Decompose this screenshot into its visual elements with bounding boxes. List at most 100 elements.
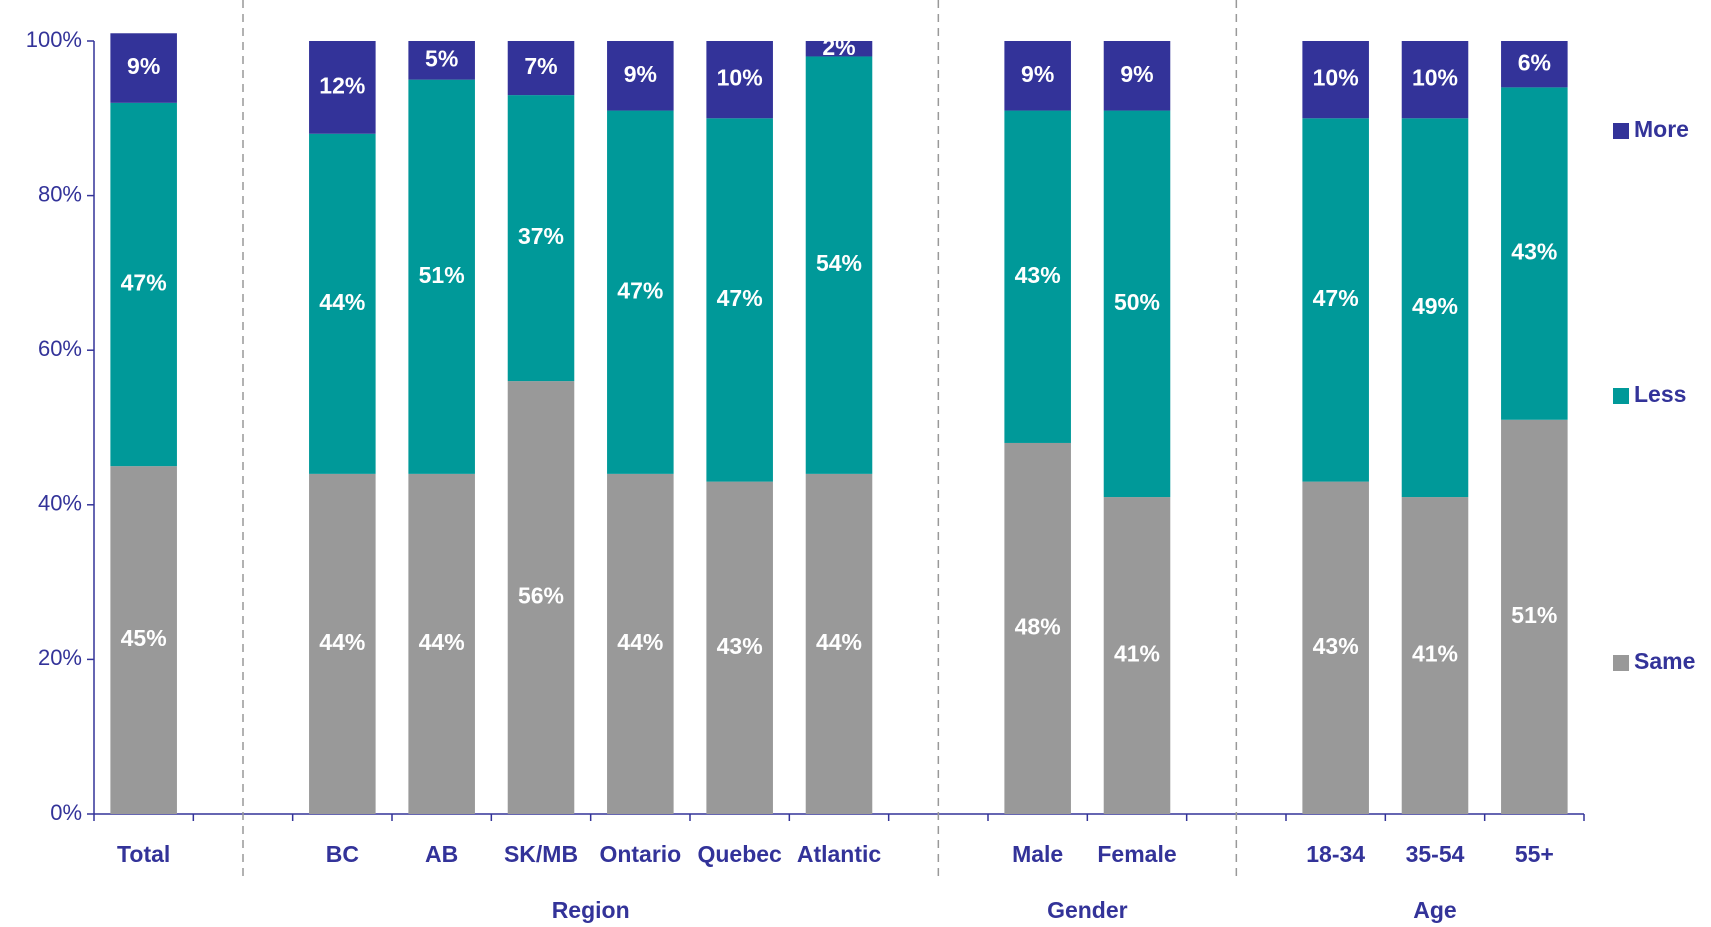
x-tick-label: Ontario bbox=[599, 841, 681, 867]
bar-segment bbox=[1302, 41, 1369, 119]
value-label: 10% bbox=[1313, 65, 1359, 91]
value-label: 9% bbox=[624, 61, 657, 87]
value-label: 47% bbox=[121, 270, 167, 296]
bar-segment bbox=[607, 41, 674, 111]
legend-label: Same bbox=[1634, 648, 1695, 674]
value-label: 47% bbox=[717, 285, 763, 311]
x-tick-label: 55+ bbox=[1515, 841, 1554, 867]
y-tick-label: 20% bbox=[38, 645, 82, 670]
legend-swatch bbox=[1613, 655, 1629, 671]
bar-segment bbox=[110, 33, 177, 103]
bar-segment bbox=[805, 41, 873, 57]
bar-segment bbox=[507, 381, 575, 814]
bar-segment bbox=[1501, 419, 1568, 814]
bar-segment bbox=[507, 41, 575, 96]
value-label: 51% bbox=[1511, 602, 1557, 628]
x-tick-label: Quebec bbox=[697, 841, 782, 867]
bar-segment bbox=[805, 473, 873, 814]
legend-swatch bbox=[1613, 123, 1629, 139]
bar-segment bbox=[706, 118, 773, 482]
y-tick-label: 80% bbox=[38, 181, 82, 206]
bar-segment bbox=[1103, 497, 1171, 814]
value-label: 43% bbox=[1015, 262, 1061, 288]
group-label: Gender bbox=[1047, 897, 1128, 923]
group-label: Region bbox=[552, 897, 630, 923]
y-tick-label: 100% bbox=[26, 27, 82, 52]
value-label: 9% bbox=[1120, 61, 1153, 87]
value-label: 10% bbox=[1412, 65, 1458, 91]
bar-segment bbox=[408, 79, 475, 474]
value-label: 7% bbox=[524, 53, 557, 79]
value-label: 54% bbox=[816, 250, 862, 276]
bar-segment bbox=[1004, 442, 1071, 814]
y-tick-label: 60% bbox=[38, 336, 82, 361]
x-tick-label: Total bbox=[117, 841, 170, 867]
value-label: 37% bbox=[518, 223, 564, 249]
group-label: Age bbox=[1413, 897, 1456, 923]
value-label: 41% bbox=[1412, 641, 1458, 667]
value-label: 45% bbox=[121, 625, 167, 651]
value-label: 50% bbox=[1114, 289, 1160, 315]
x-tick-label: Atlantic bbox=[797, 841, 882, 867]
x-tick-label: Female bbox=[1097, 841, 1176, 867]
legend-label: More bbox=[1634, 116, 1689, 142]
y-tick-label: 40% bbox=[38, 491, 82, 516]
x-tick-label: Male bbox=[1012, 841, 1063, 867]
bar-segment bbox=[805, 56, 873, 474]
bar-segment bbox=[408, 473, 475, 814]
value-label: 49% bbox=[1412, 293, 1458, 319]
bar-segment bbox=[1103, 41, 1171, 111]
value-label: 6% bbox=[1518, 49, 1551, 75]
bar-segment bbox=[706, 481, 773, 814]
value-label: 44% bbox=[419, 629, 465, 655]
bar-segment bbox=[309, 473, 376, 814]
bar-segment bbox=[1401, 118, 1469, 498]
legend-swatch bbox=[1613, 388, 1629, 404]
value-label: 48% bbox=[1015, 614, 1061, 640]
bar-segment bbox=[110, 466, 177, 814]
bar-segment bbox=[1501, 41, 1568, 88]
value-label: 12% bbox=[319, 72, 365, 98]
bar-segment bbox=[607, 473, 674, 814]
value-label: 44% bbox=[319, 289, 365, 315]
value-label: 47% bbox=[617, 277, 663, 303]
bar-segment bbox=[507, 95, 575, 382]
y-tick-label: 0% bbox=[50, 800, 82, 825]
x-tick-label: AB bbox=[425, 841, 458, 867]
value-label: 43% bbox=[717, 633, 763, 659]
bar-segment bbox=[309, 133, 376, 474]
value-label: 9% bbox=[1021, 61, 1054, 87]
value-label: 51% bbox=[419, 262, 465, 288]
value-label: 43% bbox=[1313, 633, 1359, 659]
bar-segment bbox=[706, 41, 773, 119]
value-label: 44% bbox=[816, 629, 862, 655]
x-tick-label: BC bbox=[326, 841, 359, 867]
bar-segment bbox=[1501, 87, 1568, 420]
bar-segment bbox=[1004, 41, 1071, 111]
bar-segment bbox=[408, 41, 475, 80]
value-label: 41% bbox=[1114, 641, 1160, 667]
bar-segment bbox=[309, 41, 376, 134]
bar-segment bbox=[1103, 110, 1171, 498]
value-label: 47% bbox=[1313, 285, 1359, 311]
value-label: 44% bbox=[319, 629, 365, 655]
value-label: 2% bbox=[822, 34, 855, 60]
value-label: 9% bbox=[127, 53, 160, 79]
value-label: 44% bbox=[617, 629, 663, 655]
value-label: 5% bbox=[425, 45, 458, 71]
bar-segment bbox=[1004, 110, 1071, 443]
bar-segment bbox=[1302, 481, 1369, 814]
bar-segment bbox=[110, 102, 177, 467]
value-label: 56% bbox=[518, 583, 564, 609]
x-tick-label: 18-34 bbox=[1306, 841, 1365, 867]
x-tick-label: SK/MB bbox=[504, 841, 578, 867]
value-label: 43% bbox=[1511, 239, 1557, 265]
bar-segment bbox=[607, 110, 674, 474]
bar-segment bbox=[1302, 118, 1369, 482]
x-tick-label: 35-54 bbox=[1406, 841, 1465, 867]
bar-segment bbox=[1401, 497, 1469, 814]
legend-label: Less bbox=[1634, 381, 1686, 407]
bar-segment bbox=[1401, 41, 1469, 119]
value-label: 10% bbox=[717, 65, 763, 91]
